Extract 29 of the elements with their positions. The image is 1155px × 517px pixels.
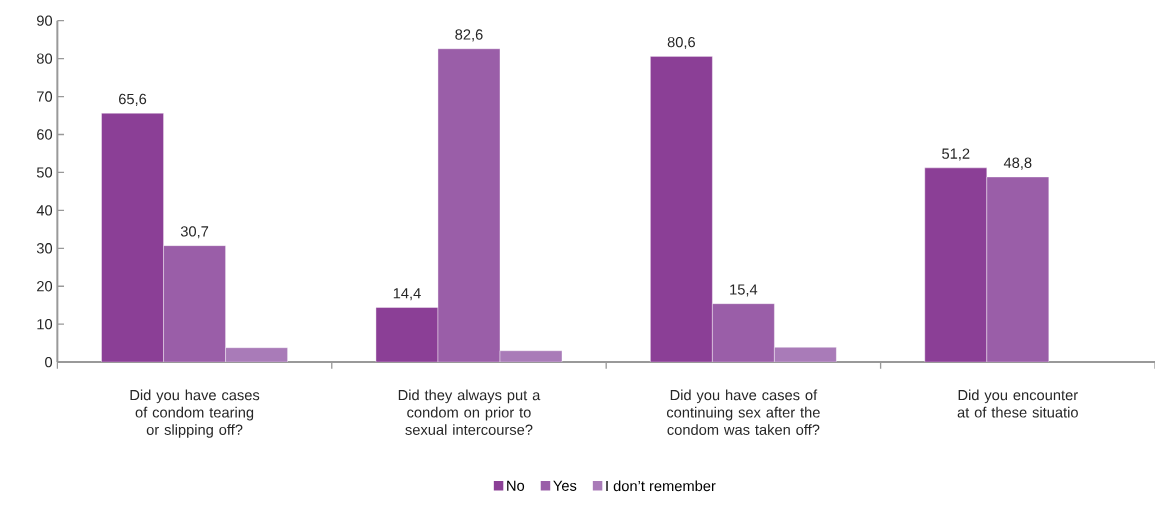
data-label: 30,7 [180,225,209,239]
y-tick-label: 70 [37,91,53,102]
legend-label: I don’t remember [606,480,716,491]
x-tick-label: Did you have cases of condom tearing or slipping off? [130,389,260,438]
data-label: 48,8 [1003,157,1032,170]
y-tick-label: 60 [37,129,53,140]
y-tick-label: 90 [37,15,53,26]
y-tick-label: 50 [36,167,53,178]
data-label: 82,6 [455,29,483,42]
x-tick-label: Did you encounter at of these situatio [957,389,1078,418]
bar [650,55,713,362]
data-label: 65,6 [119,93,147,106]
y-tick-label: 40 [36,204,53,216]
data-label: 14,4 [393,287,421,300]
y-tick-label: 10 [37,318,53,330]
data-label: 51,2 [942,148,970,161]
y-tick-label: 80 [36,53,53,64]
x-tick-label: Did you have cases of continuing sex after the condom was taken off? [666,389,820,435]
x-tick-label: Did they always put a condom on prior to sexual intercourse? [398,389,541,435]
y-tick-label: 20 [37,280,53,292]
legend-label: No [507,480,525,491]
data-label: 80,6 [667,36,695,49]
bar [101,112,164,362]
bar [375,307,439,362]
data-label: 15,4 [730,284,758,297]
legend-label: Yes [553,480,577,491]
bar [924,167,987,362]
y-tick-label: 0 [45,356,53,368]
y-tick-label: 30 [36,242,53,254]
